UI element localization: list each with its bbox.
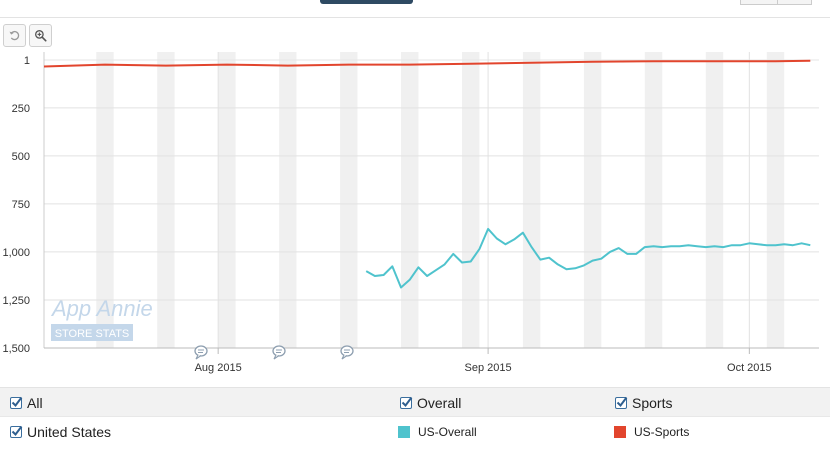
bubble-body: [340, 345, 354, 357]
x-tick-label: Sep 2015: [465, 362, 512, 374]
united-states-label: United States: [27, 423, 112, 440]
top-button-right[interactable]: [777, 0, 812, 5]
series-line-us-sports: [43, 59, 811, 68]
y-tick-label: 1,500: [2, 343, 30, 355]
legend-row-series: United States US-Overall US-Sports: [0, 416, 830, 446]
weekend-band: [401, 52, 419, 348]
y-tick-label: 1,000: [2, 247, 30, 259]
rank-chart: 1 250 500 750 1,000 1,250 1,500 Aug 2015 Sep 201…: [2, 52, 819, 374]
x-tick-label: Oct 2015: [727, 362, 772, 374]
weekend-band: [705, 52, 724, 348]
legend-row-filters: All Overall Sports: [0, 387, 830, 417]
bubble-tail: [341, 354, 348, 360]
legend-swatch-us-sports: [614, 425, 626, 438]
checkbox-icon: [10, 425, 23, 438]
legend-label-us-sports: US-Sports: [634, 424, 690, 439]
watermark-logo: App Annie: [50, 296, 153, 321]
reset-zoom-icon: [9, 30, 20, 41]
watermark-badge: [51, 324, 133, 341]
weekend-band: [644, 52, 663, 348]
reset-zoom-button[interactable]: [3, 24, 26, 47]
all-label: All: [27, 394, 43, 411]
weekend-band: [461, 52, 480, 348]
weekend-band: [218, 52, 236, 348]
weekend-band: [766, 52, 785, 348]
x-tick-label: Aug 2015: [195, 362, 242, 374]
sports-checkbox[interactable]: Sports: [615, 388, 672, 417]
watermark-subtitle: STORE STATS: [55, 328, 130, 340]
y-tick-label: 1: [24, 55, 30, 67]
weekend-band: [522, 52, 541, 348]
zoom-in-button[interactable]: [29, 24, 52, 47]
weekend-band: [279, 52, 297, 348]
zoom-in-icon: [35, 30, 47, 42]
bubble-body: [194, 345, 208, 357]
y-tick-label: 1,250: [2, 295, 30, 307]
legend-label-us-overall: US-Overall: [418, 424, 477, 439]
all-checkbox[interactable]: All: [10, 388, 43, 417]
checkbox-icon: [400, 396, 413, 409]
checkbox-icon: [10, 396, 23, 409]
comment-bubble-icon: [194, 345, 208, 360]
sports-label: Sports: [632, 394, 673, 411]
y-tick-label: 750: [12, 199, 30, 211]
bubble-body: [272, 345, 286, 357]
bubble-tail: [273, 354, 280, 360]
series-line-us-overall: [365, 227, 811, 289]
y-tick-label: 500: [12, 151, 30, 163]
weekend-band: [157, 52, 175, 348]
y-tick-label: 250: [12, 103, 30, 115]
weekend-band: [96, 52, 114, 348]
weekend-band: [340, 52, 358, 348]
weekend-band: [583, 52, 602, 348]
legend-item-us-overall[interactable]: US-Overall: [398, 417, 477, 446]
comment-bubble-icon: [340, 345, 354, 360]
active-tab-indicator[interactable]: [320, 0, 413, 4]
top-divider: [0, 17, 830, 18]
comment-bubble-icon: [272, 345, 286, 360]
legend-item-us-sports[interactable]: US-Sports: [614, 417, 689, 446]
bubble-tail: [195, 354, 202, 360]
united-states-checkbox[interactable]: United States: [10, 417, 111, 446]
overall-label: Overall: [417, 394, 462, 411]
legend-swatch-us-overall: [398, 425, 410, 438]
checkbox-icon: [615, 396, 628, 409]
overall-checkbox[interactable]: Overall: [400, 388, 461, 417]
